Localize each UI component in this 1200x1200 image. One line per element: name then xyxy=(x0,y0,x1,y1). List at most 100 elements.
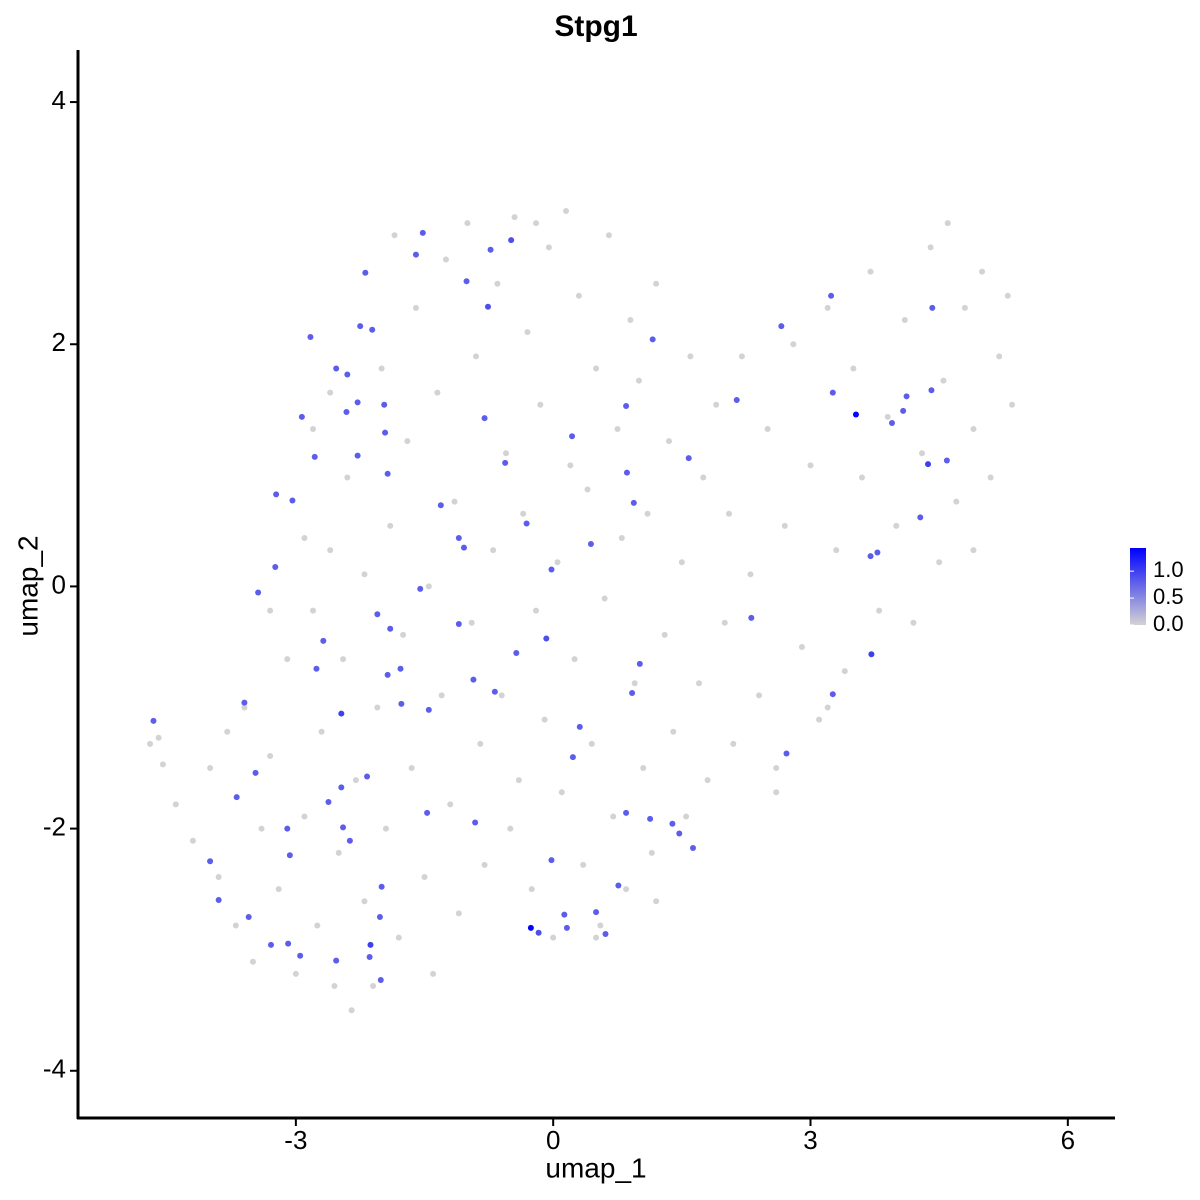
point xyxy=(571,656,578,663)
point xyxy=(627,317,634,324)
point xyxy=(249,958,256,965)
point xyxy=(852,411,859,418)
point xyxy=(593,365,600,372)
point xyxy=(258,825,265,832)
point xyxy=(412,251,419,258)
point xyxy=(653,898,660,905)
point xyxy=(155,734,162,741)
point xyxy=(189,837,196,844)
point xyxy=(425,583,432,590)
point xyxy=(490,547,497,554)
point xyxy=(301,534,308,541)
point xyxy=(374,611,381,618)
point xyxy=(588,740,595,747)
point xyxy=(447,801,454,808)
point xyxy=(876,607,883,614)
point xyxy=(533,607,540,614)
point xyxy=(313,665,320,672)
point xyxy=(929,304,936,311)
point xyxy=(215,897,222,904)
point xyxy=(455,534,462,541)
point xyxy=(307,333,314,340)
point xyxy=(267,752,274,759)
point xyxy=(867,268,874,275)
point xyxy=(437,502,444,509)
point xyxy=(533,220,540,227)
point xyxy=(829,691,836,698)
point xyxy=(289,497,296,504)
point xyxy=(404,438,411,445)
point xyxy=(507,825,514,832)
point xyxy=(541,716,548,723)
point xyxy=(670,728,677,735)
point xyxy=(378,365,385,372)
x-axis-label: umap_1 xyxy=(545,1152,646,1183)
point xyxy=(477,740,484,747)
point xyxy=(925,461,932,468)
point xyxy=(215,874,222,881)
point xyxy=(695,680,702,687)
point xyxy=(535,929,542,936)
point xyxy=(408,765,415,772)
point xyxy=(348,1007,355,1014)
point xyxy=(460,544,467,551)
point xyxy=(523,520,530,527)
point xyxy=(602,930,609,937)
point xyxy=(311,453,318,460)
point xyxy=(361,898,368,905)
point xyxy=(987,474,994,481)
point xyxy=(733,396,740,403)
point xyxy=(357,323,364,330)
point xyxy=(292,970,299,977)
point xyxy=(481,415,488,422)
x-tick-label: 3 xyxy=(803,1125,817,1155)
point xyxy=(470,676,477,683)
point xyxy=(781,522,788,529)
point xyxy=(362,269,369,276)
point xyxy=(513,650,520,657)
point xyxy=(919,450,926,457)
point xyxy=(563,924,570,931)
point xyxy=(653,280,660,287)
point xyxy=(377,976,384,983)
point xyxy=(233,794,240,801)
point xyxy=(576,723,583,730)
point xyxy=(245,913,252,920)
point xyxy=(370,983,377,990)
point xyxy=(338,784,345,791)
point xyxy=(689,844,696,851)
point xyxy=(936,559,943,566)
point xyxy=(944,220,951,227)
colorbar xyxy=(1130,548,1146,625)
point xyxy=(676,830,683,837)
point xyxy=(630,499,637,506)
point xyxy=(1009,401,1016,408)
point xyxy=(267,941,274,948)
y-tick-label: 0 xyxy=(52,569,66,599)
point xyxy=(241,699,248,706)
point xyxy=(783,750,790,757)
point xyxy=(284,656,291,663)
point xyxy=(979,268,986,275)
point xyxy=(888,419,895,426)
point xyxy=(807,462,814,469)
point xyxy=(384,671,391,678)
point xyxy=(996,353,1003,360)
point xyxy=(434,389,441,396)
point xyxy=(927,244,934,251)
point xyxy=(455,910,462,917)
point xyxy=(828,292,835,299)
point xyxy=(649,336,656,343)
point xyxy=(748,614,755,621)
point xyxy=(545,244,552,251)
point xyxy=(498,692,505,699)
point xyxy=(850,365,857,372)
point xyxy=(700,474,707,481)
point xyxy=(593,934,600,941)
x-tick-label: 0 xyxy=(546,1125,560,1155)
point xyxy=(893,522,900,529)
point xyxy=(472,353,479,360)
point xyxy=(1004,292,1011,299)
point xyxy=(344,474,351,481)
point xyxy=(340,656,347,663)
